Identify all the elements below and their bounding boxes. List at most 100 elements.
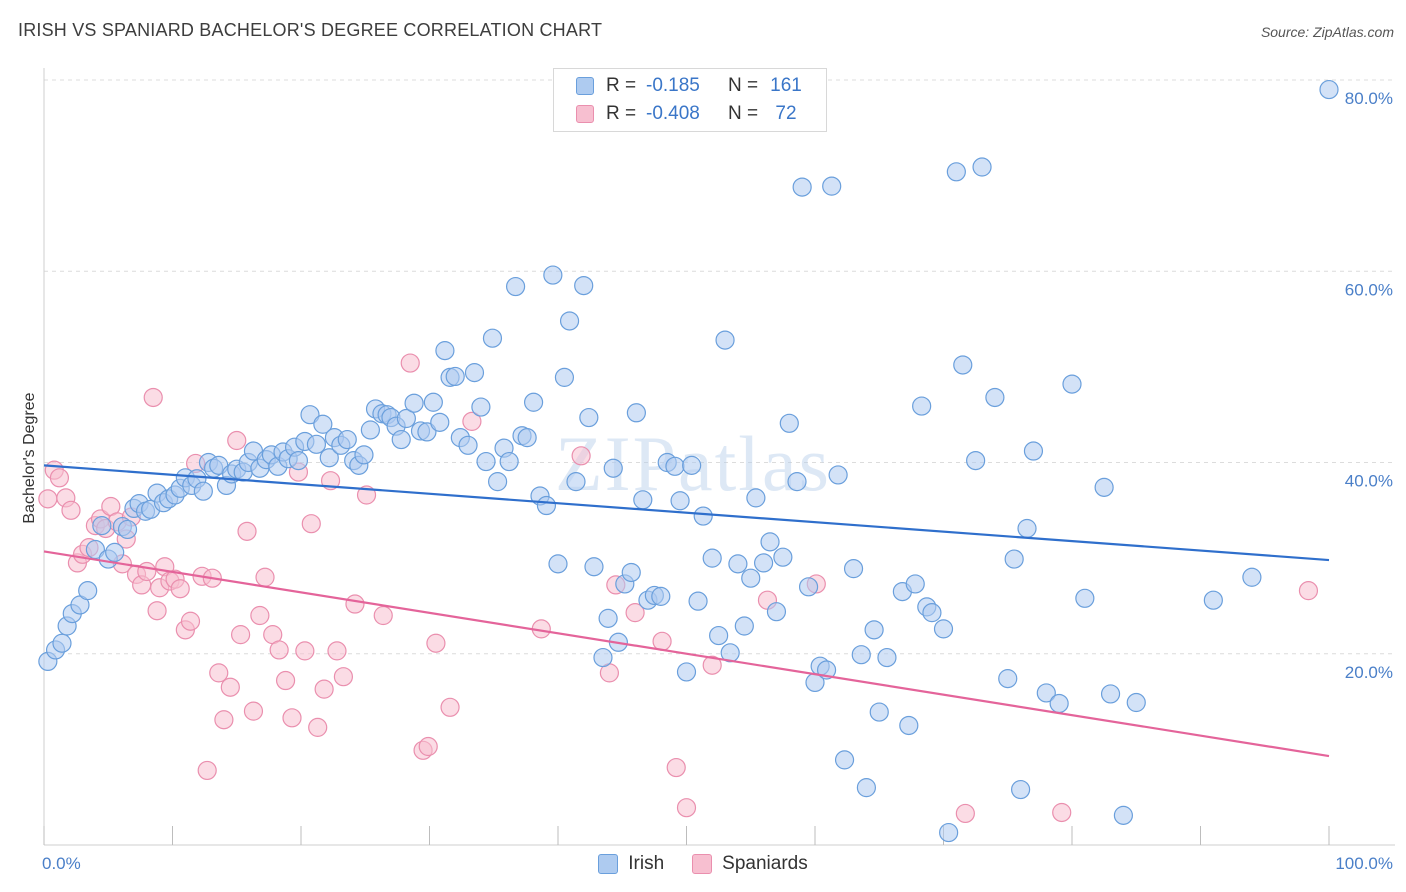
irish-point: [922, 603, 942, 623]
spaniards-point: [250, 605, 270, 626]
irish-point: [300, 405, 320, 425]
irish-swatch: [576, 77, 594, 95]
legend-row-spaniards: R = -0.408 N = 72: [554, 100, 806, 128]
legend-r-value: -0.185: [646, 75, 700, 96]
spaniards-point: [676, 798, 697, 818]
irish-point: [523, 392, 544, 412]
y-tick-label: 40.0%: [1345, 472, 1393, 491]
spaniards-legend-label: Spaniards: [722, 853, 808, 874]
irish-point: [548, 554, 568, 574]
spaniards-point: [197, 760, 217, 781]
spaniards-point: [308, 717, 328, 737]
irish-point: [856, 778, 877, 798]
irish-point: [633, 490, 653, 510]
irish-point: [734, 616, 754, 636]
irish-point: [676, 662, 697, 682]
spaniards-point: [418, 736, 438, 757]
irish-point: [1203, 590, 1223, 610]
irish-point: [760, 532, 780, 552]
legend-n-label: N =: [728, 75, 759, 96]
spaniards-point: [702, 655, 722, 675]
irish-point: [1094, 477, 1114, 497]
irish-point: [559, 311, 580, 331]
irish-point: [584, 557, 604, 577]
spaniards-swatch: [576, 105, 594, 123]
y-tick-label: 80.0%: [1345, 89, 1393, 108]
irish-point: [877, 647, 897, 668]
irish-point: [423, 392, 443, 412]
spaniards-point: [61, 500, 81, 520]
irish-point: [593, 647, 613, 668]
spaniards-point: [147, 601, 167, 621]
irish-point: [598, 608, 618, 628]
spaniards-point: [625, 603, 645, 623]
irish-point: [306, 434, 327, 454]
spaniards-points: [38, 353, 1319, 824]
irish-point: [193, 481, 213, 501]
irish-point: [430, 412, 450, 432]
spaniards-point: [652, 631, 672, 651]
legend-item-irish: Irish: [598, 853, 664, 875]
irish-trend-line: [43, 464, 1330, 562]
spaniards-legend-swatch: [692, 854, 713, 874]
spaniards-point: [275, 670, 296, 691]
irish-point: [105, 542, 125, 562]
spaniards-point: [400, 353, 420, 373]
irish-point: [574, 275, 594, 296]
irish-point: [682, 455, 702, 475]
irish-point: [693, 506, 713, 526]
irish-point: [766, 602, 787, 622]
y-tick-label: 60.0%: [1345, 280, 1393, 299]
trend-lines: [43, 464, 1330, 758]
irish-point: [417, 422, 437, 442]
irish-point: [670, 491, 690, 511]
irish-point: [505, 276, 526, 297]
spaniards-point: [269, 640, 289, 660]
irish-point: [834, 750, 855, 770]
irish-point: [78, 581, 98, 601]
spaniards-point: [49, 468, 70, 488]
irish-point: [319, 448, 339, 468]
spaniards-point: [38, 489, 58, 509]
axes: [43, 68, 1395, 846]
irish-point: [1126, 692, 1146, 713]
irish-point: [288, 450, 309, 471]
irish-point: [905, 574, 925, 594]
irish-point: [488, 472, 508, 492]
spaniards-point: [237, 521, 257, 541]
irish-point: [966, 450, 986, 471]
y-tick-label: 20.0%: [1345, 663, 1393, 682]
spaniards-trend-line: [43, 550, 1330, 758]
irish-point: [728, 554, 748, 574]
irish-point: [464, 363, 485, 383]
y-axis-title: Bachelor's Degree: [21, 392, 38, 523]
legend-n-value: 161: [770, 75, 802, 96]
irish-point: [709, 625, 729, 646]
spaniards-point: [373, 605, 393, 626]
irish-point: [1113, 805, 1134, 825]
spaniards-point: [170, 579, 190, 599]
irish-point: [912, 396, 932, 416]
legend-n-label: N =: [728, 103, 759, 124]
irish-point: [851, 645, 871, 665]
spaniards-point: [243, 701, 264, 721]
spaniards-point: [666, 757, 686, 778]
irish-point: [603, 458, 623, 478]
irish-point: [773, 547, 793, 567]
irish-point: [741, 568, 761, 588]
irish-point: [458, 435, 478, 455]
irish-point: [337, 429, 357, 450]
irish-points: [38, 79, 1339, 843]
irish-point: [1017, 518, 1037, 539]
irish-point: [1100, 684, 1121, 704]
spaniards-point: [327, 641, 347, 661]
irish-point: [543, 265, 563, 285]
irish-point: [404, 393, 424, 413]
irish-point: [517, 428, 537, 448]
irish-legend-swatch: [598, 854, 619, 874]
spaniards-point: [301, 514, 321, 534]
legend-n-value: 72: [775, 103, 797, 124]
spaniards-point: [214, 710, 234, 730]
spaniards-point: [426, 633, 446, 653]
irish-point: [536, 495, 557, 516]
